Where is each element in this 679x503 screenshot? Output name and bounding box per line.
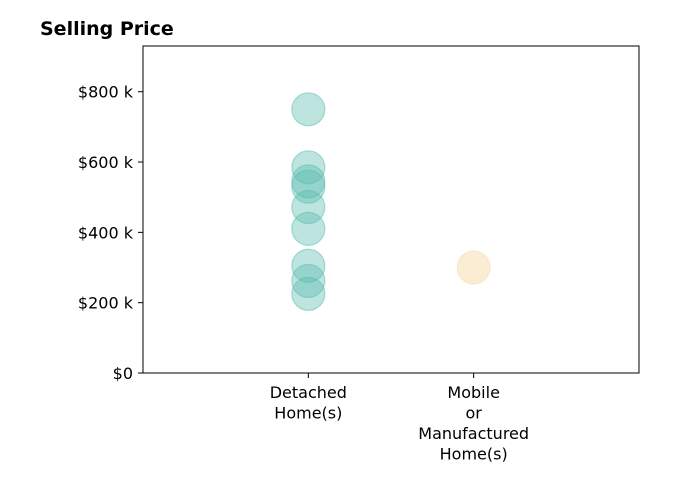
x-tick-label: Detached Home(s) xyxy=(270,383,347,423)
data-point xyxy=(291,169,326,204)
x-axis: Detached Home(s) Mobile or Manufactured Home(… xyxy=(270,373,529,464)
data-point xyxy=(291,263,326,298)
plot-area xyxy=(142,45,640,374)
chart-title: Selling Price xyxy=(40,18,174,40)
data-point xyxy=(291,150,326,185)
y-tick-label: $200 k xyxy=(78,294,134,313)
data-point xyxy=(291,189,326,225)
data-point xyxy=(456,250,491,285)
y-axis: $0 $200 k $400 k $600 k $800 k xyxy=(78,83,143,383)
data-point xyxy=(291,276,326,311)
y-tick-label: $0 xyxy=(113,364,133,383)
data-point xyxy=(291,211,326,246)
y-tick-label: $800 k xyxy=(78,83,134,102)
y-tick-label: $600 k xyxy=(78,153,134,172)
y-tick-label: $400 k xyxy=(78,223,134,242)
data-point xyxy=(291,248,326,283)
data-points xyxy=(291,92,491,311)
x-tick-label: Mobile or Manufactured Home(s) xyxy=(418,383,529,464)
data-point xyxy=(291,164,326,199)
data-point xyxy=(291,92,326,127)
